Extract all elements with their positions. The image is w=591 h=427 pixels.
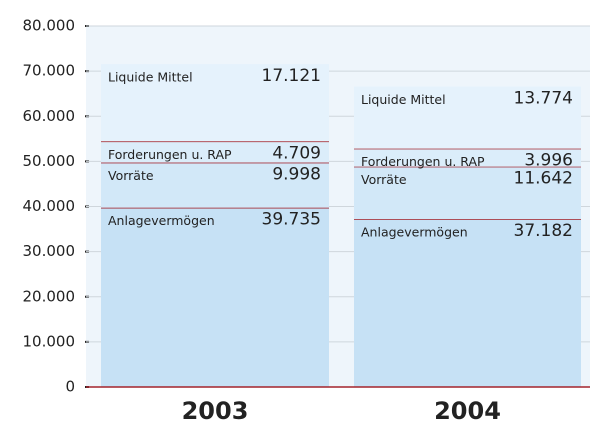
segment-name: Liquide Mittel bbox=[361, 92, 446, 107]
bar-segment bbox=[101, 141, 329, 163]
y-tick-label: 40.000 bbox=[23, 197, 76, 215]
value-label: 39.735 bbox=[262, 210, 321, 230]
bar-segment bbox=[354, 166, 581, 220]
value-label: 9.998 bbox=[272, 165, 321, 185]
bar-segment bbox=[101, 207, 329, 387]
segment-name: Liquide Mittel bbox=[108, 70, 193, 85]
y-tick-label: 20.000 bbox=[23, 287, 76, 305]
segment-name: Forderungen u. RAP bbox=[361, 154, 485, 169]
value-label: 37.182 bbox=[514, 221, 573, 241]
bar-segment bbox=[101, 64, 329, 142]
bar-segment bbox=[354, 86, 581, 149]
bar-segment bbox=[354, 219, 581, 387]
y-tick-label: 30.000 bbox=[23, 242, 76, 260]
bar-segment bbox=[101, 162, 329, 208]
segment-name: Forderungen u. RAP bbox=[108, 147, 232, 162]
x-tick-label: 2003 bbox=[182, 397, 249, 425]
y-tick-label: 80.000 bbox=[23, 17, 76, 35]
y-tick-label: 10.000 bbox=[23, 332, 76, 350]
bar-segment bbox=[354, 148, 581, 167]
segment-name: Vorräte bbox=[108, 168, 154, 183]
x-tick-label: 2004 bbox=[434, 397, 501, 425]
y-tick-label: 0 bbox=[65, 378, 75, 396]
segment-name: Vorräte bbox=[361, 172, 407, 187]
value-label: 4.709 bbox=[272, 143, 321, 163]
value-label: 17.121 bbox=[262, 66, 321, 86]
segment-name: Anlagevermögen bbox=[108, 213, 215, 228]
value-label: 3.996 bbox=[524, 151, 573, 171]
value-label: 11.642 bbox=[514, 169, 573, 189]
segment-name: Anlagevermögen bbox=[361, 225, 468, 240]
y-tick-label: 70.000 bbox=[23, 62, 76, 80]
value-label: 13.774 bbox=[514, 88, 573, 108]
y-tick-label: 50.000 bbox=[23, 152, 76, 170]
y-tick-label: 60.000 bbox=[23, 107, 76, 125]
